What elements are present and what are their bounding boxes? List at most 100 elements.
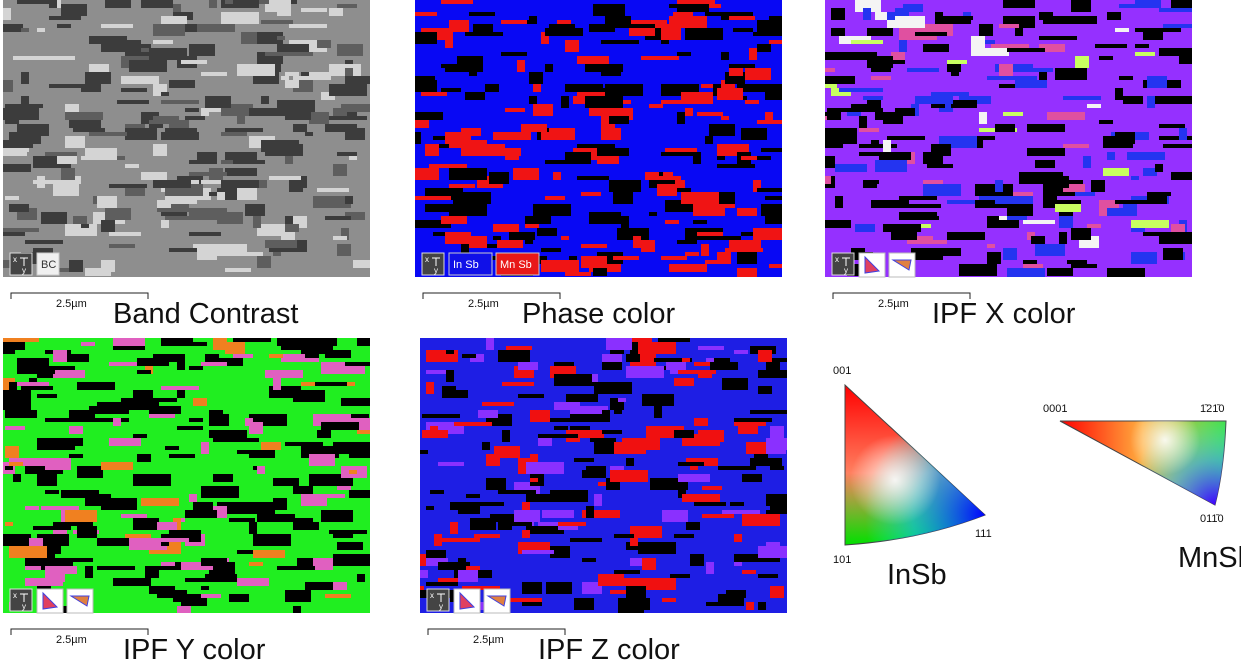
grain [863,96,883,100]
grain [705,136,713,144]
grain [665,188,691,192]
grain [281,236,295,240]
grain [281,76,289,80]
grain [903,4,923,12]
grain [1055,68,1087,80]
grain [446,350,454,354]
grain [1059,232,1067,244]
grain [682,358,690,362]
grain [593,268,607,276]
grain [77,382,115,390]
grain [1007,48,1045,52]
badge-label: BC [41,259,56,271]
grain [345,60,353,64]
grain [421,92,447,96]
grain [3,80,13,92]
grain [505,108,525,112]
grain [1163,24,1192,28]
grain [569,256,577,260]
grain [1039,248,1053,256]
grain [109,232,129,236]
grain [883,224,921,232]
grain [53,184,79,196]
ipf-badge-icon [42,591,59,610]
grain [1107,152,1115,160]
corner-label: 101 [833,554,851,566]
grain [277,36,285,40]
grain [137,334,163,338]
grain [426,382,434,394]
grain [526,494,552,502]
grain [526,526,564,534]
grain [329,64,355,68]
grain [289,24,327,28]
grain [497,240,523,248]
grain [89,64,109,72]
grain [285,590,311,602]
grain [610,590,630,594]
grain [81,84,101,92]
grain [293,518,313,530]
grain [1107,144,1133,148]
grain [357,574,365,582]
grain [121,88,147,92]
grain [473,24,493,36]
grain [915,96,953,104]
grain [485,84,499,92]
grain [995,180,1003,192]
grain [415,196,451,200]
grain [758,574,778,578]
grain [626,354,640,362]
grain [1171,0,1192,8]
grain [718,594,744,606]
grain [445,36,453,48]
grain [721,116,729,120]
grain [225,152,257,160]
grain [349,454,370,458]
grain [927,164,953,168]
grain [581,192,601,196]
grain [181,60,207,64]
grain [630,558,650,566]
ebsd-panel: xy 2.5µm IPF Y color [3,334,370,666]
grain [1103,168,1129,176]
grain [450,522,458,534]
grain [765,92,782,100]
ipf-badge-icon [891,259,912,271]
grain [678,370,716,374]
grain [21,72,29,84]
grain [770,426,784,438]
grain [525,224,539,228]
grain [157,538,189,542]
grain [657,184,677,196]
grain [1087,224,1101,228]
grain [1159,124,1185,128]
grain [939,104,953,112]
grain [529,96,537,104]
grain [545,28,583,36]
grain [1047,112,1085,120]
grain [341,382,355,386]
grain [538,434,576,438]
grain [449,140,487,148]
grain [742,570,756,574]
grain [831,136,857,144]
panel-title: Band Contrast [113,298,298,330]
grain [185,116,205,120]
grain [1123,96,1143,104]
grain [426,370,452,374]
axis-x-label: x [13,591,17,600]
grain [931,92,969,96]
grain [947,200,979,204]
grain [1043,196,1057,208]
grain [1083,156,1091,168]
grain [690,554,704,566]
grain [345,212,365,220]
grain [661,256,687,260]
grain [698,346,724,350]
grain [951,64,959,76]
grain [161,132,199,140]
ipf-badge-icon [459,591,476,610]
grain [690,466,698,470]
